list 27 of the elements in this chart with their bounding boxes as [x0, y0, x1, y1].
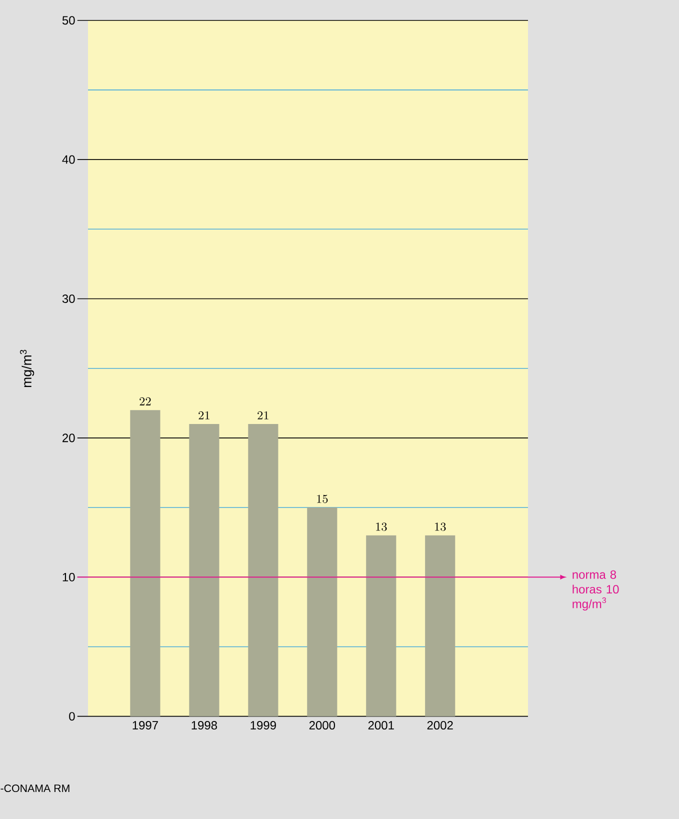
bar: [307, 508, 338, 716]
y-tick-label: 40: [62, 155, 75, 164]
x-tick-label: 1998: [192, 721, 217, 730]
bar: [189, 424, 220, 716]
y-tick-label: 30: [62, 294, 75, 303]
text: -CONAMA RM: [0, 784, 70, 792]
bar: [248, 424, 278, 716]
x-tick-label: 1997: [132, 721, 158, 730]
bar: [366, 535, 396, 716]
legend-label: norma 8 horas 10 mg/m$^{3}$: [572, 570, 619, 611]
y-axis-title: mg/m$^{3}$: [20, 350, 34, 388]
x-tick-label: 2001: [368, 721, 394, 730]
data-label: 22: [140, 397, 151, 406]
bar: [130, 410, 160, 716]
x-tick-label: 2002: [427, 721, 453, 730]
y-tick-label: 10: [62, 572, 75, 582]
x-tick-label: 2000: [309, 721, 336, 730]
x-tick-label: 1999: [250, 721, 276, 730]
y-tick-label: 50: [62, 16, 75, 25]
data-label: 21: [198, 411, 210, 420]
data-label: 21: [258, 411, 268, 420]
data-label: 13: [435, 522, 446, 531]
y-tick-label: 0: [69, 712, 75, 721]
data-label: 13: [376, 522, 387, 531]
data-label: 15: [317, 494, 328, 504]
bar: [425, 535, 456, 716]
y-tick-label: 20: [62, 434, 75, 442]
